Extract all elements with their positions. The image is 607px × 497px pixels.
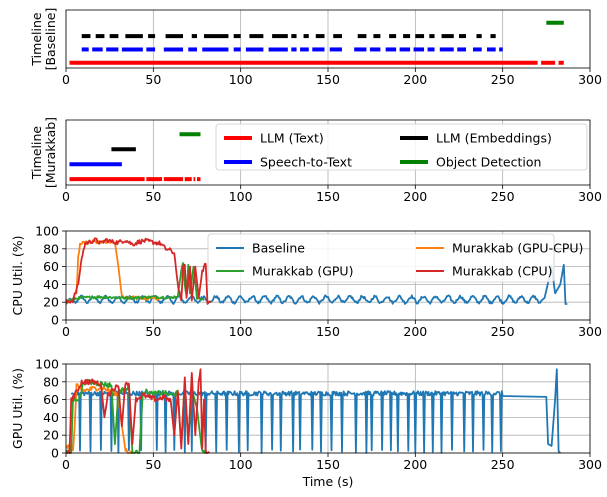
x-tick-label: 150 xyxy=(316,189,340,204)
plot-frame xyxy=(65,363,591,454)
x-axis-label: Time (s) xyxy=(302,474,354,489)
plot-frame xyxy=(65,119,591,186)
x-tick-label: 300 xyxy=(578,324,602,339)
x-tick-label: 250 xyxy=(491,324,515,339)
series-line xyxy=(66,262,205,304)
series-line xyxy=(66,263,568,305)
y-tick-label: 100 xyxy=(35,224,59,239)
legend-label: LLM (Text) xyxy=(260,131,324,146)
y-tick-label: 100 xyxy=(35,357,59,372)
x-tick-label: 200 xyxy=(403,72,427,87)
legend-label: Speech-to-Text xyxy=(260,155,352,170)
y-tick-label: 60 xyxy=(43,392,59,407)
legend-label: Murakkab (CPU) xyxy=(452,264,553,279)
legend-label: Murakkab (GPU-CPU) xyxy=(452,241,583,256)
x-tick-label: 50 xyxy=(145,72,161,87)
x-tick-label: 0 xyxy=(62,72,70,87)
y-tick-label: 60 xyxy=(43,259,59,274)
timeline-baseline-panel: 0 50 100 150 200 250 300 Timeline [Baseline] xyxy=(29,8,602,87)
x-tick-label: 100 xyxy=(229,72,253,87)
x-tick-label: 200 xyxy=(403,457,427,472)
plot-frame xyxy=(65,230,591,321)
y-tick-label: 20 xyxy=(43,428,59,443)
timeline-murakkab-panel: 0 50 100 150 200 250 300 Timeline [Murakkab] LLM … xyxy=(29,117,602,204)
plot-frame xyxy=(65,9,591,69)
y-tick-label: 80 xyxy=(43,241,59,256)
y-axis-label: GPU Util. (%) xyxy=(10,368,25,449)
x-tick-label: 0 xyxy=(62,457,70,472)
y-tick-label: 80 xyxy=(43,374,59,389)
x-tick-label: 200 xyxy=(403,324,427,339)
x-tick-label: 250 xyxy=(491,457,515,472)
x-tick-label: 100 xyxy=(229,324,253,339)
legend-label: Murakkab (GPU) xyxy=(252,264,353,279)
y-axis-label: [Baseline] xyxy=(43,8,58,71)
x-tick-label: 300 xyxy=(578,189,602,204)
y-axis-label: Timeline xyxy=(29,126,44,180)
series-line xyxy=(66,368,210,454)
x-tick-label: 300 xyxy=(578,457,602,472)
legend-box xyxy=(207,233,555,283)
y-tick-label: 40 xyxy=(43,277,59,292)
x-tick-label: 250 xyxy=(491,189,515,204)
x-tick-label: 150 xyxy=(316,324,340,339)
y-tick-label: 0 xyxy=(51,446,59,461)
x-tick-label: 50 xyxy=(145,457,161,472)
x-tick-label: 50 xyxy=(145,189,161,204)
x-tick-label: 150 xyxy=(316,72,340,87)
x-tick-label: 100 xyxy=(229,189,253,204)
x-tick-label: 0 xyxy=(62,324,70,339)
x-tick-label: 50 xyxy=(145,324,161,339)
x-tick-label: 300 xyxy=(578,72,602,87)
legend-label: LLM (Embeddings) xyxy=(436,131,552,146)
y-tick-label: 0 xyxy=(51,313,59,328)
y-tick-label: 20 xyxy=(43,295,59,310)
x-tick-label: 200 xyxy=(403,189,427,204)
series-line xyxy=(66,237,212,305)
y-tick-label: 40 xyxy=(43,410,59,425)
x-tick-label: 250 xyxy=(491,72,515,87)
legend-label: Baseline xyxy=(252,241,305,256)
y-axis-label: Timeline xyxy=(29,12,44,66)
x-tick-label: 0 xyxy=(62,189,70,204)
y-axis-label: [Murakkab] xyxy=(43,117,58,188)
y-axis-label: CPU Util. (%) xyxy=(10,236,25,316)
x-tick-label: 150 xyxy=(316,457,340,472)
legend-label: Object Detection xyxy=(436,155,541,170)
legend-box xyxy=(215,123,588,171)
x-tick-label: 100 xyxy=(229,457,253,472)
